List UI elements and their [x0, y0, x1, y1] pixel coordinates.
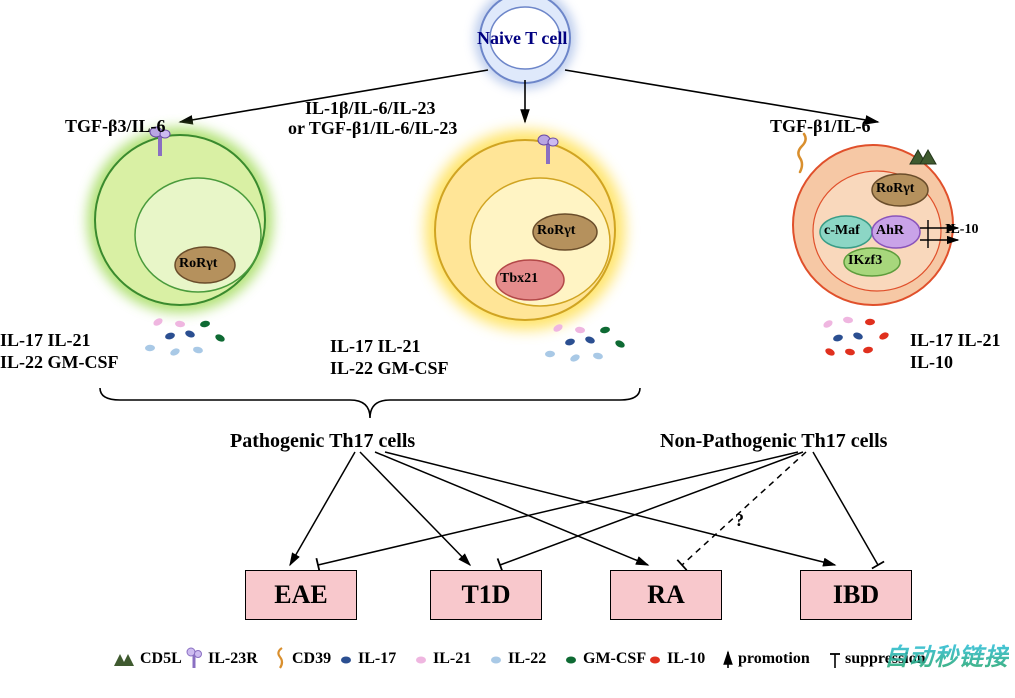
cytokine-dot — [145, 345, 155, 352]
cytokine-dot — [575, 326, 586, 334]
legend-label-2: CD39 — [292, 650, 331, 668]
cd39-icon — [798, 134, 805, 172]
yellow-tbx21-label: Tbx21 — [500, 271, 538, 287]
cytokine-dot — [569, 353, 581, 363]
legend-label-1: IL-23R — [208, 650, 258, 668]
legend-item-5 — [491, 657, 501, 664]
brace — [100, 388, 640, 418]
orange-cmaf-label: c-Maf — [824, 223, 860, 239]
orange-ikzf3-label: IKzf3 — [848, 253, 882, 269]
orange-secretion-label-1: IL-10 — [910, 352, 953, 373]
legend-label-6: GM-CSF — [583, 650, 646, 668]
cytokine-dot — [844, 348, 855, 356]
legend-item-6 — [566, 657, 576, 664]
cytokine-dot — [878, 331, 890, 341]
qmark: ? — [735, 510, 744, 531]
cytokine-condition-3: TGF-β1/IL-6 — [770, 116, 871, 137]
cytokine-dot — [584, 335, 596, 345]
naive-arrow-2 — [565, 70, 878, 122]
cytokine-dot — [175, 320, 186, 328]
cytokine-dot — [824, 347, 836, 357]
disease-arrow-0 — [290, 452, 355, 565]
cytokine-dot — [152, 317, 164, 328]
legend-item-9 — [830, 654, 840, 668]
il10-out-label: IL-10 — [945, 222, 978, 238]
legend-label-5: IL-22 — [508, 650, 546, 668]
legend-item-4 — [416, 657, 426, 664]
cytokine-dot — [169, 347, 181, 357]
cytokine-dot — [164, 332, 175, 341]
group-label-0: Pathogenic Th17 cells — [230, 430, 415, 453]
cytokine-dot — [865, 319, 875, 326]
cytokine-dot — [214, 333, 226, 343]
disease-box-ibd: IBD — [800, 570, 912, 620]
disease-box-eae: EAE — [245, 570, 357, 620]
green-secretion-label-1: IL-22 GM-CSF — [0, 352, 119, 373]
legend-label-4: IL-21 — [433, 650, 471, 668]
cytokine-dot — [192, 346, 203, 354]
legend-item-2 — [278, 648, 282, 668]
yellow-secretion-label-1: IL-22 GM-CSF — [330, 358, 449, 379]
cd5l-icon — [910, 150, 936, 164]
legend-item-0 — [114, 654, 134, 666]
orange-roryt-label: RoRγt — [876, 181, 914, 197]
cytokine-dot — [599, 326, 610, 334]
orange-ahr-label: AhR — [876, 223, 904, 239]
group-label-1: Non-Pathogenic Th17 cells — [660, 430, 887, 453]
legend-label-8: promotion — [738, 650, 810, 668]
disease-arrow-5 — [500, 452, 803, 565]
naive-t-cell-label: Naive T cell — [477, 28, 567, 49]
disease-arrow-4 — [318, 452, 798, 565]
legend-label-0: CD5L — [140, 650, 182, 668]
disease-arrow-6 — [682, 452, 806, 565]
cytokine-dot — [832, 334, 843, 343]
legend-item-3 — [341, 657, 351, 664]
legend-label-3: IL-17 — [358, 650, 396, 668]
disease-box-ra: RA — [610, 570, 722, 620]
cytokine-dot — [852, 331, 864, 341]
cytokine-condition-0: TGF-β3/IL-6 — [65, 116, 166, 137]
green-secretion-label-0: IL-17 IL-21 — [0, 330, 91, 351]
cytokine-dot — [843, 316, 854, 324]
watermark: 自动秒链接 — [884, 637, 1009, 672]
cytokine-dot — [592, 352, 603, 360]
yellow-roryt-label: RoRγt — [537, 223, 575, 239]
cytokine-condition-1: IL-1β/IL-6/IL-23 — [305, 98, 436, 119]
cytokine-dot — [564, 338, 575, 347]
yellow-secretion-label-0: IL-17 IL-21 — [330, 336, 421, 357]
orange-secretion-label-0: IL-17 IL-21 — [910, 330, 1001, 351]
cytokine-condition-2: or TGF-β1/IL-6/IL-23 — [288, 118, 457, 139]
cytokine-dot — [184, 329, 196, 339]
cytokine-dot — [199, 320, 210, 328]
legend-item-7 — [650, 657, 660, 664]
green-roryt-label: RoRγt — [179, 256, 217, 272]
cytokine-dot — [545, 351, 555, 358]
cytokine-dot — [862, 346, 873, 354]
cytokine-dot — [614, 339, 626, 349]
legend-label-7: IL-10 — [667, 650, 705, 668]
disease-arrow-7 — [813, 452, 878, 565]
legend-item-1 — [187, 648, 202, 668]
disease-box-t1d: T1D — [430, 570, 542, 620]
cytokine-dot — [822, 319, 834, 330]
